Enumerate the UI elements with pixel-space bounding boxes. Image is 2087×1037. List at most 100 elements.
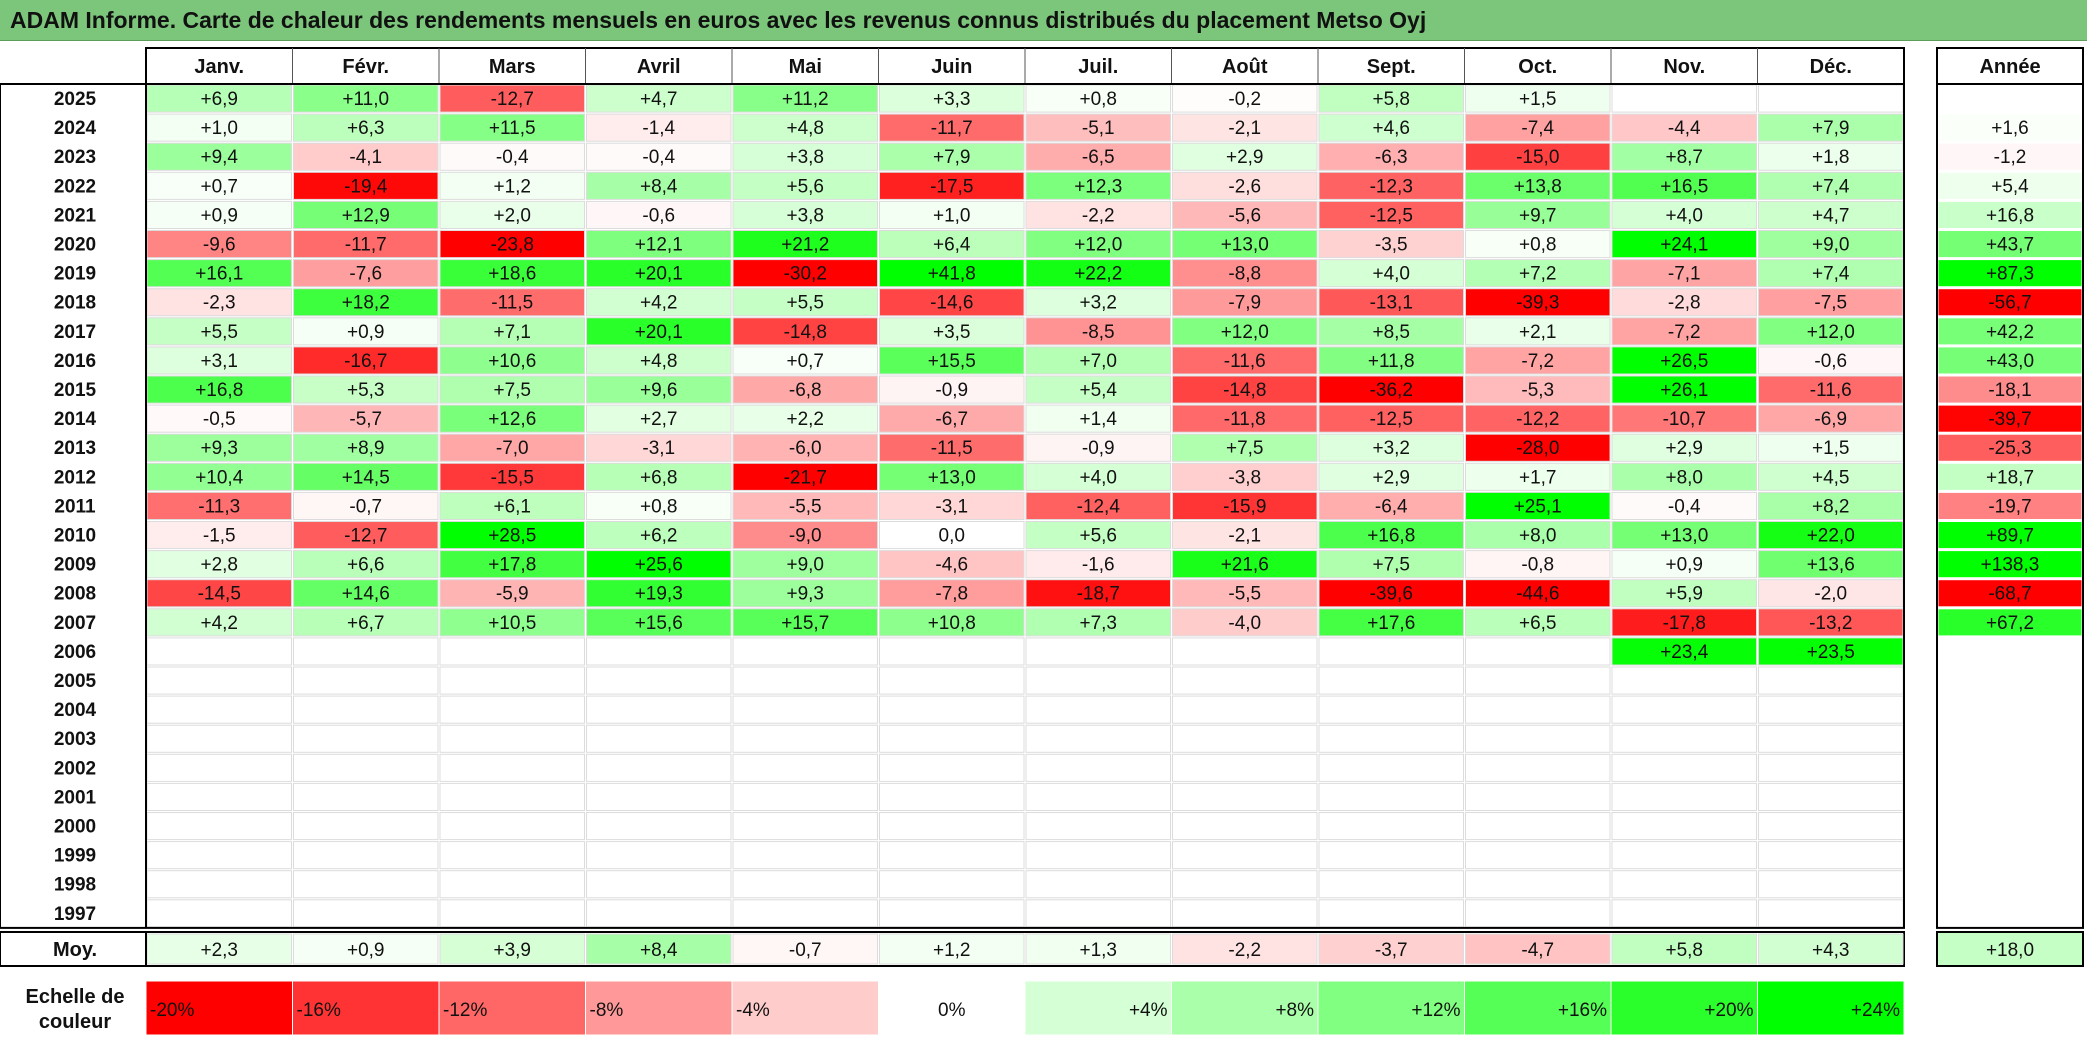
heatmap-cell xyxy=(1318,521,1464,550)
heatmap-cell xyxy=(1172,782,1318,812)
heatmap-cell xyxy=(1025,171,1171,200)
cell-value: -4,0 xyxy=(1228,613,1261,634)
cell-value: -11,7 xyxy=(931,118,973,139)
heatmap-cell xyxy=(439,812,585,841)
heatmap-cell xyxy=(1465,695,1611,724)
cell-value: -19,4 xyxy=(344,176,388,197)
heatmap-cell xyxy=(1318,841,1464,870)
heatmap-cell xyxy=(1465,142,1611,171)
heatmap-cell xyxy=(732,782,878,812)
cell-value: +0,8 xyxy=(1519,235,1557,256)
average-cell xyxy=(1611,933,1757,965)
heatmap-cell xyxy=(879,550,1025,579)
heatmap-cell xyxy=(1318,491,1464,520)
cell-value: +4,8 xyxy=(786,118,824,139)
heatmap-cell xyxy=(1025,782,1171,812)
heatmap-cell xyxy=(1172,521,1318,550)
cell-value: +6,6 xyxy=(347,555,385,576)
heatmap-cell xyxy=(1318,899,1464,928)
heatmap-cell xyxy=(1025,753,1171,782)
heatmap-cell xyxy=(146,695,292,724)
cell-value: -1,6 xyxy=(1082,555,1115,576)
scale-label: +20% xyxy=(1704,1000,1753,1021)
cell-value: +2,8 xyxy=(200,555,238,576)
cell-value: +21,2 xyxy=(781,235,829,256)
cell-value: +4,5 xyxy=(1812,467,1850,488)
heatmap-cell xyxy=(146,782,292,812)
heatmap-cell xyxy=(439,579,585,608)
cell-value: -9,6 xyxy=(203,235,236,256)
heatmap-cell xyxy=(586,375,732,404)
cell-value: +0,7 xyxy=(200,176,238,197)
heatmap-cell xyxy=(439,84,585,113)
heatmap-cell xyxy=(1465,579,1611,608)
cell-value: +4,0 xyxy=(1372,264,1410,285)
heatmap-cell xyxy=(879,171,1025,200)
cell-value: -11,7 xyxy=(345,235,387,256)
heatmap-cell xyxy=(1025,113,1171,142)
heatmap-cell xyxy=(732,695,878,724)
heatmap-cell xyxy=(439,841,585,870)
heatmap-cell xyxy=(1025,200,1171,229)
heatmap-cell xyxy=(1611,724,1757,753)
heatmap-cell xyxy=(293,404,439,433)
cell-value: -11,5 xyxy=(491,293,533,314)
cell-value: -11,3 xyxy=(198,496,240,517)
heatmap-cell xyxy=(1025,695,1171,724)
cell-value: -11,6 xyxy=(1810,380,1852,401)
heatmap-cell xyxy=(1465,288,1611,317)
heatmap-cell xyxy=(1611,404,1757,433)
annual-cell xyxy=(1937,782,2083,812)
heatmap-cell xyxy=(146,637,292,666)
heatmap-cell xyxy=(1758,491,1904,520)
cell-value: -12,7 xyxy=(344,526,387,547)
heatmap-cell xyxy=(586,870,732,899)
heatmap-cell xyxy=(293,230,439,259)
cell-value: +19,3 xyxy=(635,584,683,605)
heatmap-cell xyxy=(293,375,439,404)
average-value: -4,7 xyxy=(1521,940,1554,961)
scale-swatch xyxy=(1024,980,1172,1036)
heatmap-cell xyxy=(146,550,292,579)
average-value: +3,9 xyxy=(493,940,531,961)
cell-value: +1,8 xyxy=(1812,147,1850,168)
annual-value: +43,0 xyxy=(1986,351,2034,372)
heatmap-cell xyxy=(586,608,732,637)
cell-value: -2,0 xyxy=(1814,584,1847,605)
scale-label: +12% xyxy=(1411,1000,1460,1021)
heatmap-cell xyxy=(1172,113,1318,142)
cell-value: -7,1 xyxy=(1668,264,1701,285)
chart-title: ADAM Informe. Carte de chaleur des rende… xyxy=(10,7,1427,33)
heatmap-cell xyxy=(1611,84,1757,113)
cell-value: +18,2 xyxy=(342,293,390,314)
heatmap-cell xyxy=(1465,491,1611,520)
heatmap-cell xyxy=(586,579,732,608)
annual-cell xyxy=(1937,608,2083,637)
heatmap-cell xyxy=(586,259,732,288)
heatmap-cell xyxy=(439,550,585,579)
heatmap-cell xyxy=(1758,346,1904,375)
heatmap-cell xyxy=(586,782,732,812)
heatmap-cell xyxy=(586,724,732,753)
cell-value: +4,0 xyxy=(1665,205,1703,226)
heatmap-cell xyxy=(1465,84,1611,113)
cell-value: +21,6 xyxy=(1221,555,1269,576)
heatmap-cell xyxy=(1465,782,1611,812)
row-year-2018: 2018 xyxy=(54,293,96,314)
cell-value: -28,0 xyxy=(1516,438,1559,459)
annual-cell xyxy=(1937,899,2083,928)
heatmap-cell xyxy=(1318,171,1464,200)
heatmap-cell xyxy=(732,579,878,608)
annual-value: +67,2 xyxy=(1986,613,2034,634)
row-year-2005: 2005 xyxy=(54,671,97,692)
cell-value: +12,0 xyxy=(1221,322,1269,343)
cell-value: +5,5 xyxy=(200,322,238,343)
cell-value: +3,8 xyxy=(786,147,824,168)
cell-value: -13,1 xyxy=(1370,293,1413,314)
annual-cell xyxy=(1937,259,2083,288)
heatmap-cell xyxy=(1172,695,1318,724)
cell-value: -0,6 xyxy=(642,205,675,226)
annual-cell xyxy=(1937,142,2083,171)
annual-column-border xyxy=(1936,83,2084,929)
cell-value: -7,8 xyxy=(935,584,968,605)
